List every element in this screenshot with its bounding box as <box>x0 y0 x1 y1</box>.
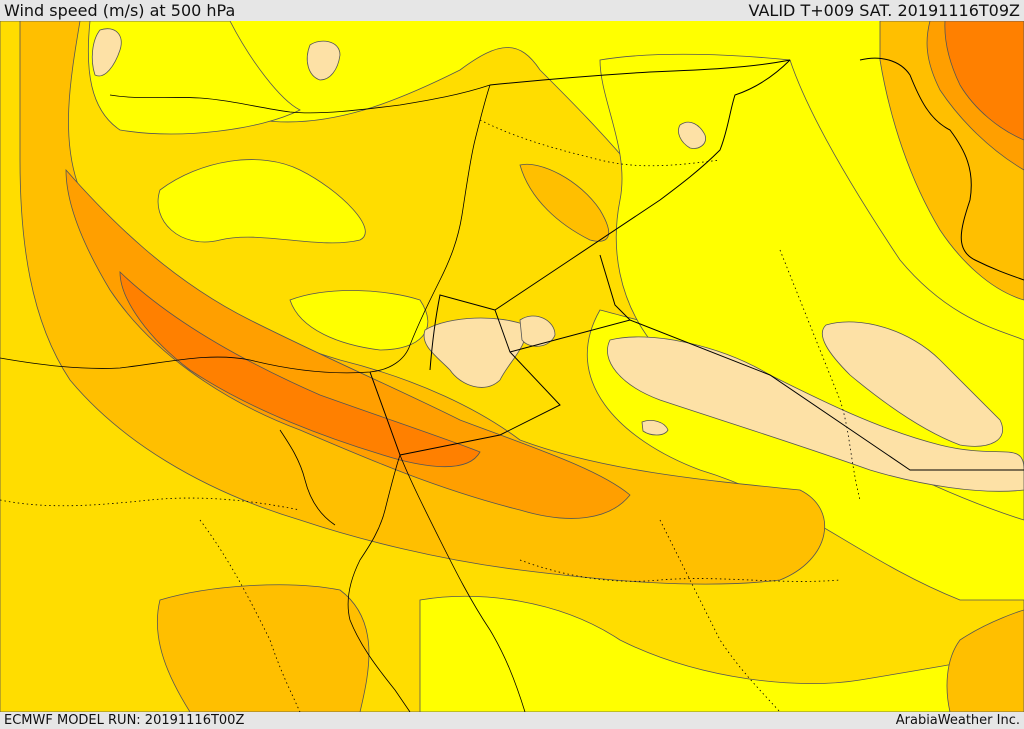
yellow-pocket-levant <box>157 159 366 244</box>
map-title: Wind speed (m/s) at 500 hPa <box>4 1 236 20</box>
calm-area-lake <box>678 121 706 149</box>
band-high-jet <box>65 168 631 519</box>
band-mid-patch-north <box>519 163 610 242</box>
credit-label: ArabiaWeather Inc. <box>895 713 1020 728</box>
model-run-label: ECMWF MODEL RUN: 20191116T00Z <box>4 713 245 728</box>
band-mid-southwest <box>156 584 370 712</box>
calm-area-jordan-small <box>519 315 556 347</box>
coastlines <box>0 84 526 712</box>
calm-area-aegean <box>91 28 122 77</box>
footer-bar: ECMWF MODEL RUN: 20191116T00Z ArabiaWeat… <box>0 712 1024 729</box>
map-canvas <box>0 21 1024 712</box>
yellow-pocket-northwest <box>87 21 301 135</box>
wind-speed-map[interactable] <box>0 21 1024 712</box>
band-higher-core <box>119 271 481 468</box>
calm-area-anatolia <box>306 40 341 81</box>
internal-boundaries <box>0 119 861 712</box>
band-mid-southeast <box>946 609 1024 712</box>
calm-area-iraq-east <box>821 321 1003 447</box>
national-borders <box>369 57 1024 471</box>
band-higher-northeast <box>944 21 1024 141</box>
calm-area-jordan <box>423 317 527 388</box>
calm-area-small-south <box>641 420 669 436</box>
valid-time: VALID T+009 SAT. 20191116T09Z <box>748 1 1020 20</box>
header-bar: Wind speed (m/s) at 500 hPa VALID T+009 … <box>0 0 1024 21</box>
